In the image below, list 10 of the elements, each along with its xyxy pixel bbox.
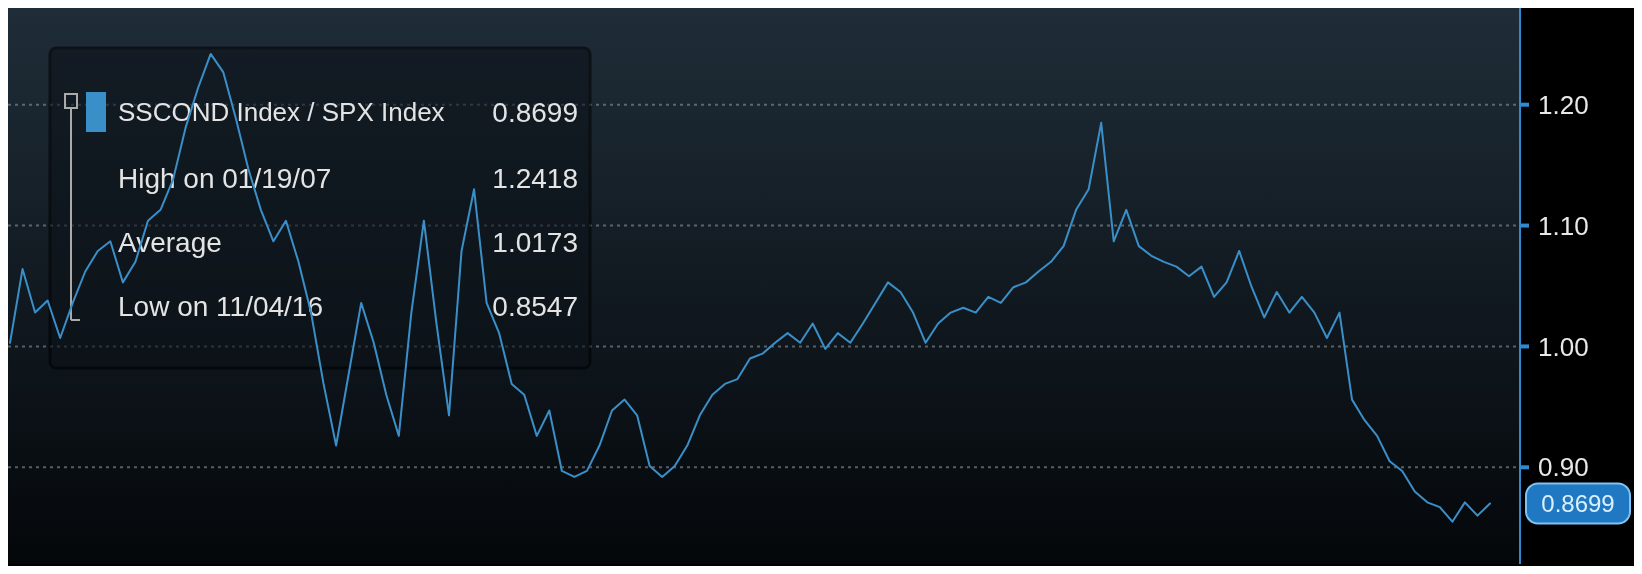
y-tick-label: 1.20	[1538, 89, 1589, 120]
y-tick-label: 0.90	[1538, 452, 1589, 483]
line-series	[9, 52, 1491, 523]
annotation: 0.8699	[492, 96, 578, 128]
text: 0.8699	[1541, 489, 1615, 517]
annotation: 1.2418	[492, 162, 578, 194]
y-tick-label: 1.10	[1538, 210, 1589, 241]
y-tick-label: 1.00	[1538, 331, 1589, 362]
annotation: 0.8547	[492, 290, 578, 322]
annotation: 1.0173	[492, 226, 578, 258]
